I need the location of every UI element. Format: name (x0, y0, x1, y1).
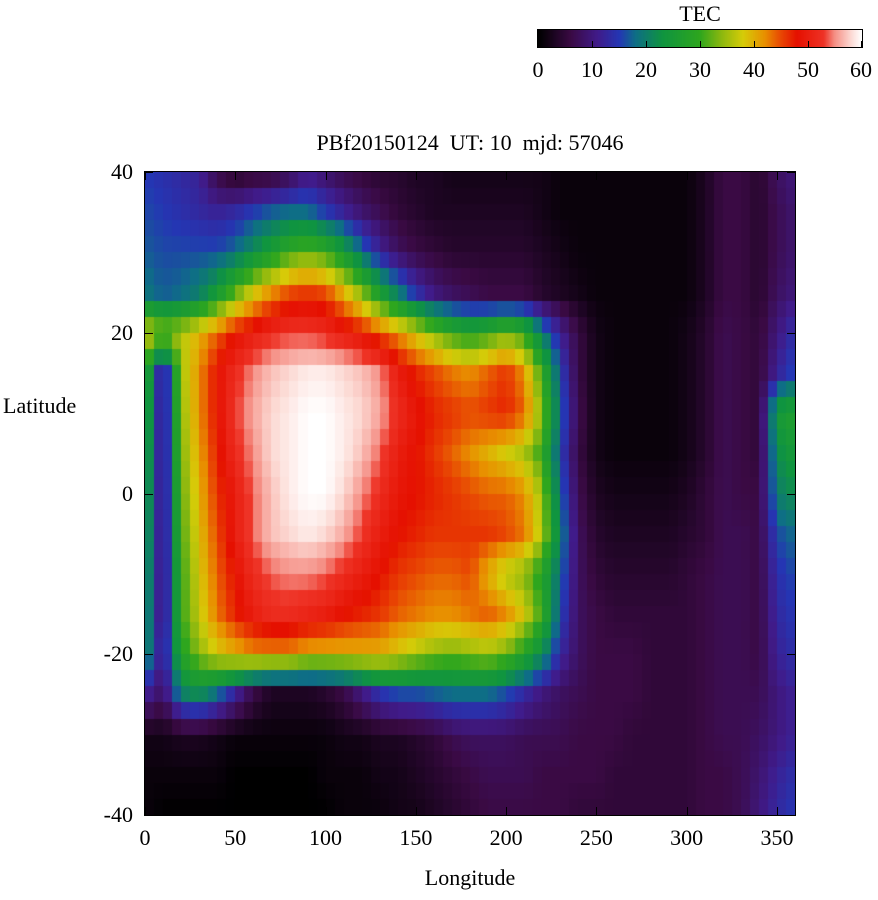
colorbar-tick-label: 20 (635, 57, 657, 82)
x-tick-label: 250 (579, 825, 613, 850)
y-tick-mark (787, 815, 795, 816)
x-tick-label: 0 (139, 825, 151, 850)
y-tick-mark (787, 494, 795, 495)
colorbar-title: TEC (679, 1, 721, 26)
x-tick-mark (235, 807, 236, 815)
y-tick-mark (787, 172, 795, 173)
y-tick-label: -20 (103, 641, 133, 667)
colorbar (537, 29, 863, 48)
x-tick-mark (596, 172, 597, 180)
x-axis-label: Longitude (424, 865, 516, 890)
x-tick-mark (145, 807, 146, 815)
y-axis-label: Latitude (3, 393, 77, 418)
x-tick-mark (596, 807, 597, 815)
colorbar-tick-mark (700, 41, 701, 47)
x-tick-mark (416, 807, 417, 815)
x-tick-mark (687, 172, 688, 180)
x-tick-label: 300 (670, 825, 704, 850)
colorbar-tick-mark (592, 41, 593, 47)
colorbar-tick-label: 50 (797, 57, 819, 82)
x-tick-label: 350 (760, 825, 794, 850)
y-tick-label: -40 (103, 802, 133, 827)
x-tick-mark (145, 172, 146, 180)
x-tick-mark (326, 172, 327, 180)
x-tick-label: 200 (489, 825, 523, 850)
plot-title: PBf20150124 UT: 10 mjd: 57046 (316, 130, 624, 155)
colorbar-tick-mark (646, 41, 647, 47)
colorbar-tick-mark (538, 41, 539, 47)
y-tick-mark (145, 815, 153, 816)
x-tick-mark (506, 807, 507, 815)
x-tick-mark (235, 172, 236, 180)
x-tick-mark (687, 807, 688, 815)
colorbar-tick-mark (861, 41, 862, 47)
plot-area (144, 171, 796, 816)
heatmap-canvas (145, 172, 795, 815)
x-tick-mark (777, 172, 778, 180)
y-tick-mark (145, 172, 153, 173)
colorbar-tick-label: 60 (850, 57, 872, 82)
x-tick-mark (416, 172, 417, 180)
colorbar-tick-label: 0 (532, 57, 544, 82)
x-tick-label: 50 (224, 825, 247, 850)
colorbar-tick-label: 40 (743, 57, 765, 82)
y-tick-mark (787, 654, 795, 655)
y-tick-mark (145, 333, 153, 334)
y-tick-mark (145, 654, 153, 655)
y-tick-mark (145, 494, 153, 495)
y-tick-mark (787, 333, 795, 334)
colorbar-gradient (538, 30, 862, 47)
colorbar-tick-label: 30 (689, 57, 711, 82)
x-tick-mark (506, 172, 507, 180)
x-tick-label: 150 (399, 825, 433, 850)
y-tick-label: 0 (122, 480, 133, 506)
colorbar-tick-mark (808, 41, 809, 47)
x-tick-label: 100 (309, 825, 343, 850)
colorbar-tick-mark (754, 41, 755, 47)
x-tick-mark (777, 807, 778, 815)
x-tick-mark (326, 807, 327, 815)
colorbar-tick-label: 10 (581, 57, 603, 82)
y-tick-label: 20 (111, 319, 133, 345)
y-tick-label: 40 (111, 159, 133, 184)
